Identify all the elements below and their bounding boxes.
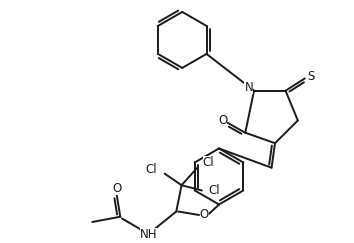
Text: S: S [307, 70, 315, 83]
Text: Cl: Cl [202, 156, 214, 169]
Text: N: N [244, 81, 253, 94]
Text: O: O [113, 182, 122, 195]
Text: NH: NH [139, 228, 157, 241]
Text: Cl: Cl [145, 163, 157, 176]
Text: Cl: Cl [209, 184, 221, 197]
Text: O: O [218, 113, 227, 127]
Text: O: O [200, 208, 209, 221]
